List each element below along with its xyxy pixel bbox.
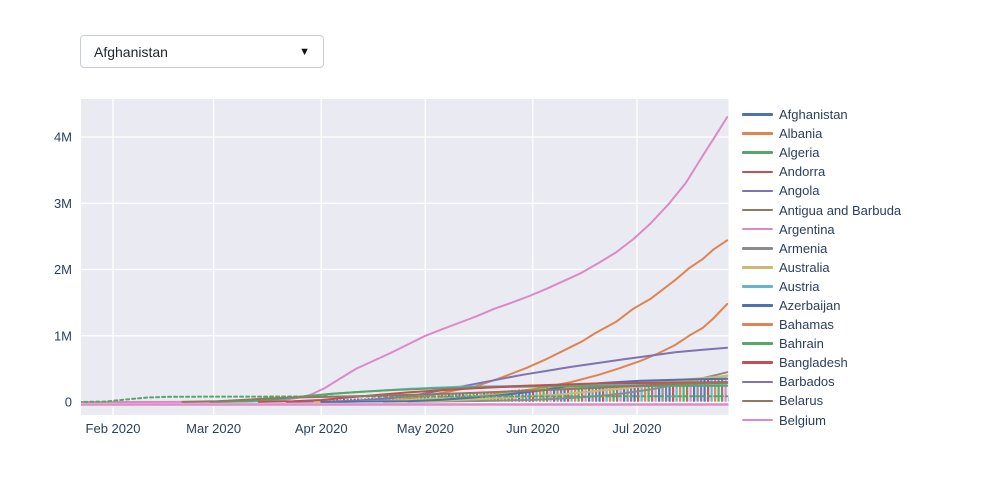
dense-country-band	[307, 377, 729, 402]
x-tick-label: Mar 2020	[186, 421, 241, 436]
x-tick-label: Feb 2020	[86, 421, 141, 436]
legend-line-swatch	[742, 418, 773, 422]
legend-item-belarus[interactable]: Belarus	[742, 391, 998, 410]
chevron-down-icon: ▼	[299, 45, 310, 58]
series-brown	[181, 381, 729, 403]
legend-label: Andorra	[779, 164, 826, 180]
legend-item-angola[interactable]: Angola	[742, 181, 998, 200]
legend-label: Bahrain	[779, 336, 824, 352]
legend-label: Albania	[779, 126, 823, 142]
x-tick-label: Apr 2020	[295, 421, 348, 436]
legend-label: Angola	[779, 183, 820, 199]
legend-line-swatch	[742, 380, 773, 384]
legend-line-swatch	[742, 227, 773, 231]
legend-item-afghanistan[interactable]: Afghanistan	[742, 105, 998, 124]
y-tick-label: 2M	[54, 262, 72, 277]
legend-label: Austria	[779, 278, 820, 294]
series-green-b	[209, 384, 729, 403]
y-tick-label: 4M	[54, 130, 72, 145]
legend-line-swatch	[742, 361, 773, 365]
legend-label: Antigua and Barbuda	[779, 202, 902, 218]
legend-label: Algeria	[779, 145, 820, 161]
legend-label: Australia	[779, 259, 830, 275]
y-tick-label: 0	[65, 395, 72, 410]
y-tick-label: 1M	[54, 328, 72, 343]
legend-item-andorra[interactable]: Andorra	[742, 162, 998, 181]
legend-label: Armenia	[779, 240, 828, 256]
series-purple	[285, 346, 729, 403]
legend-item-antigua-and-barbuda[interactable]: Antigua and Barbuda	[742, 200, 998, 219]
x-tick-label: Jun 2020	[506, 421, 560, 436]
legend-item-australia[interactable]: Australia	[742, 258, 998, 277]
legend-label: Afghanistan	[779, 107, 848, 123]
legend-item-belgium[interactable]: Belgium	[742, 411, 998, 430]
plot-svg[interactable]: 0 1M 2M 3M 4M Feb 2020 Mar 2020 Apr 2020 May 202…	[0, 88, 740, 440]
legend-label: Belgium	[779, 412, 826, 428]
legend-item-austria[interactable]: Austria	[742, 277, 998, 296]
legend-label: Bahamas	[779, 317, 834, 333]
legend-line-swatch	[742, 323, 773, 326]
legend-item-albania[interactable]: Albania	[742, 124, 998, 143]
y-tick-label: 3M	[54, 196, 72, 211]
legend-item-bahrain[interactable]: Bahrain	[742, 334, 998, 353]
country-dropdown-value: Afghanistan	[94, 43, 168, 60]
plot-area[interactable]	[81, 99, 729, 415]
legend-item-algeria[interactable]: Algeria	[742, 143, 998, 162]
legend-item-bahamas[interactable]: Bahamas	[742, 315, 998, 334]
legend-label: Belarus	[779, 393, 824, 409]
x-tick-label: May 2020	[397, 421, 454, 436]
legend-label: Argentina	[779, 221, 835, 237]
legend-line-swatch	[742, 170, 773, 174]
chart-legend: Afghanistan Albania Algeria Andorra Angola An…	[742, 105, 998, 430]
legend-item-argentina[interactable]: Argentina	[742, 220, 998, 239]
legend-line-swatch	[742, 151, 773, 155]
legend-label: Azerbaijan	[779, 297, 841, 313]
legend-label: Bangladesh	[779, 355, 848, 371]
legend-item-azerbaijan[interactable]: Azerbaijan	[742, 296, 998, 315]
line-chart[interactable]: 0 1M 2M 3M 4M Feb 2020 Mar 2020 Apr 2020 May 202…	[0, 88, 740, 440]
series-red	[257, 381, 729, 403]
x-tick-label: Jul 2020	[612, 421, 661, 436]
legend-line-swatch	[742, 285, 773, 288]
legend-line-swatch	[742, 246, 773, 250]
legend-line-swatch	[742, 266, 773, 269]
legend-line-swatch	[742, 132, 773, 135]
legend-line-swatch	[742, 189, 773, 193]
legend-line-swatch	[742, 399, 773, 403]
legend-item-armenia[interactable]: Armenia	[742, 239, 998, 258]
legend-line-swatch	[742, 113, 773, 116]
legend-label: Barbados	[779, 374, 835, 390]
series-green-early	[81, 395, 729, 403]
legend-line-swatch	[742, 342, 773, 345]
legend-item-barbados[interactable]: Barbados	[742, 372, 998, 391]
country-dropdown[interactable]: Afghanistan ▼	[80, 35, 324, 68]
legend-line-swatch	[742, 208, 773, 212]
legend-line-swatch	[742, 304, 773, 307]
legend-item-bangladesh[interactable]: Bangladesh	[742, 353, 998, 372]
